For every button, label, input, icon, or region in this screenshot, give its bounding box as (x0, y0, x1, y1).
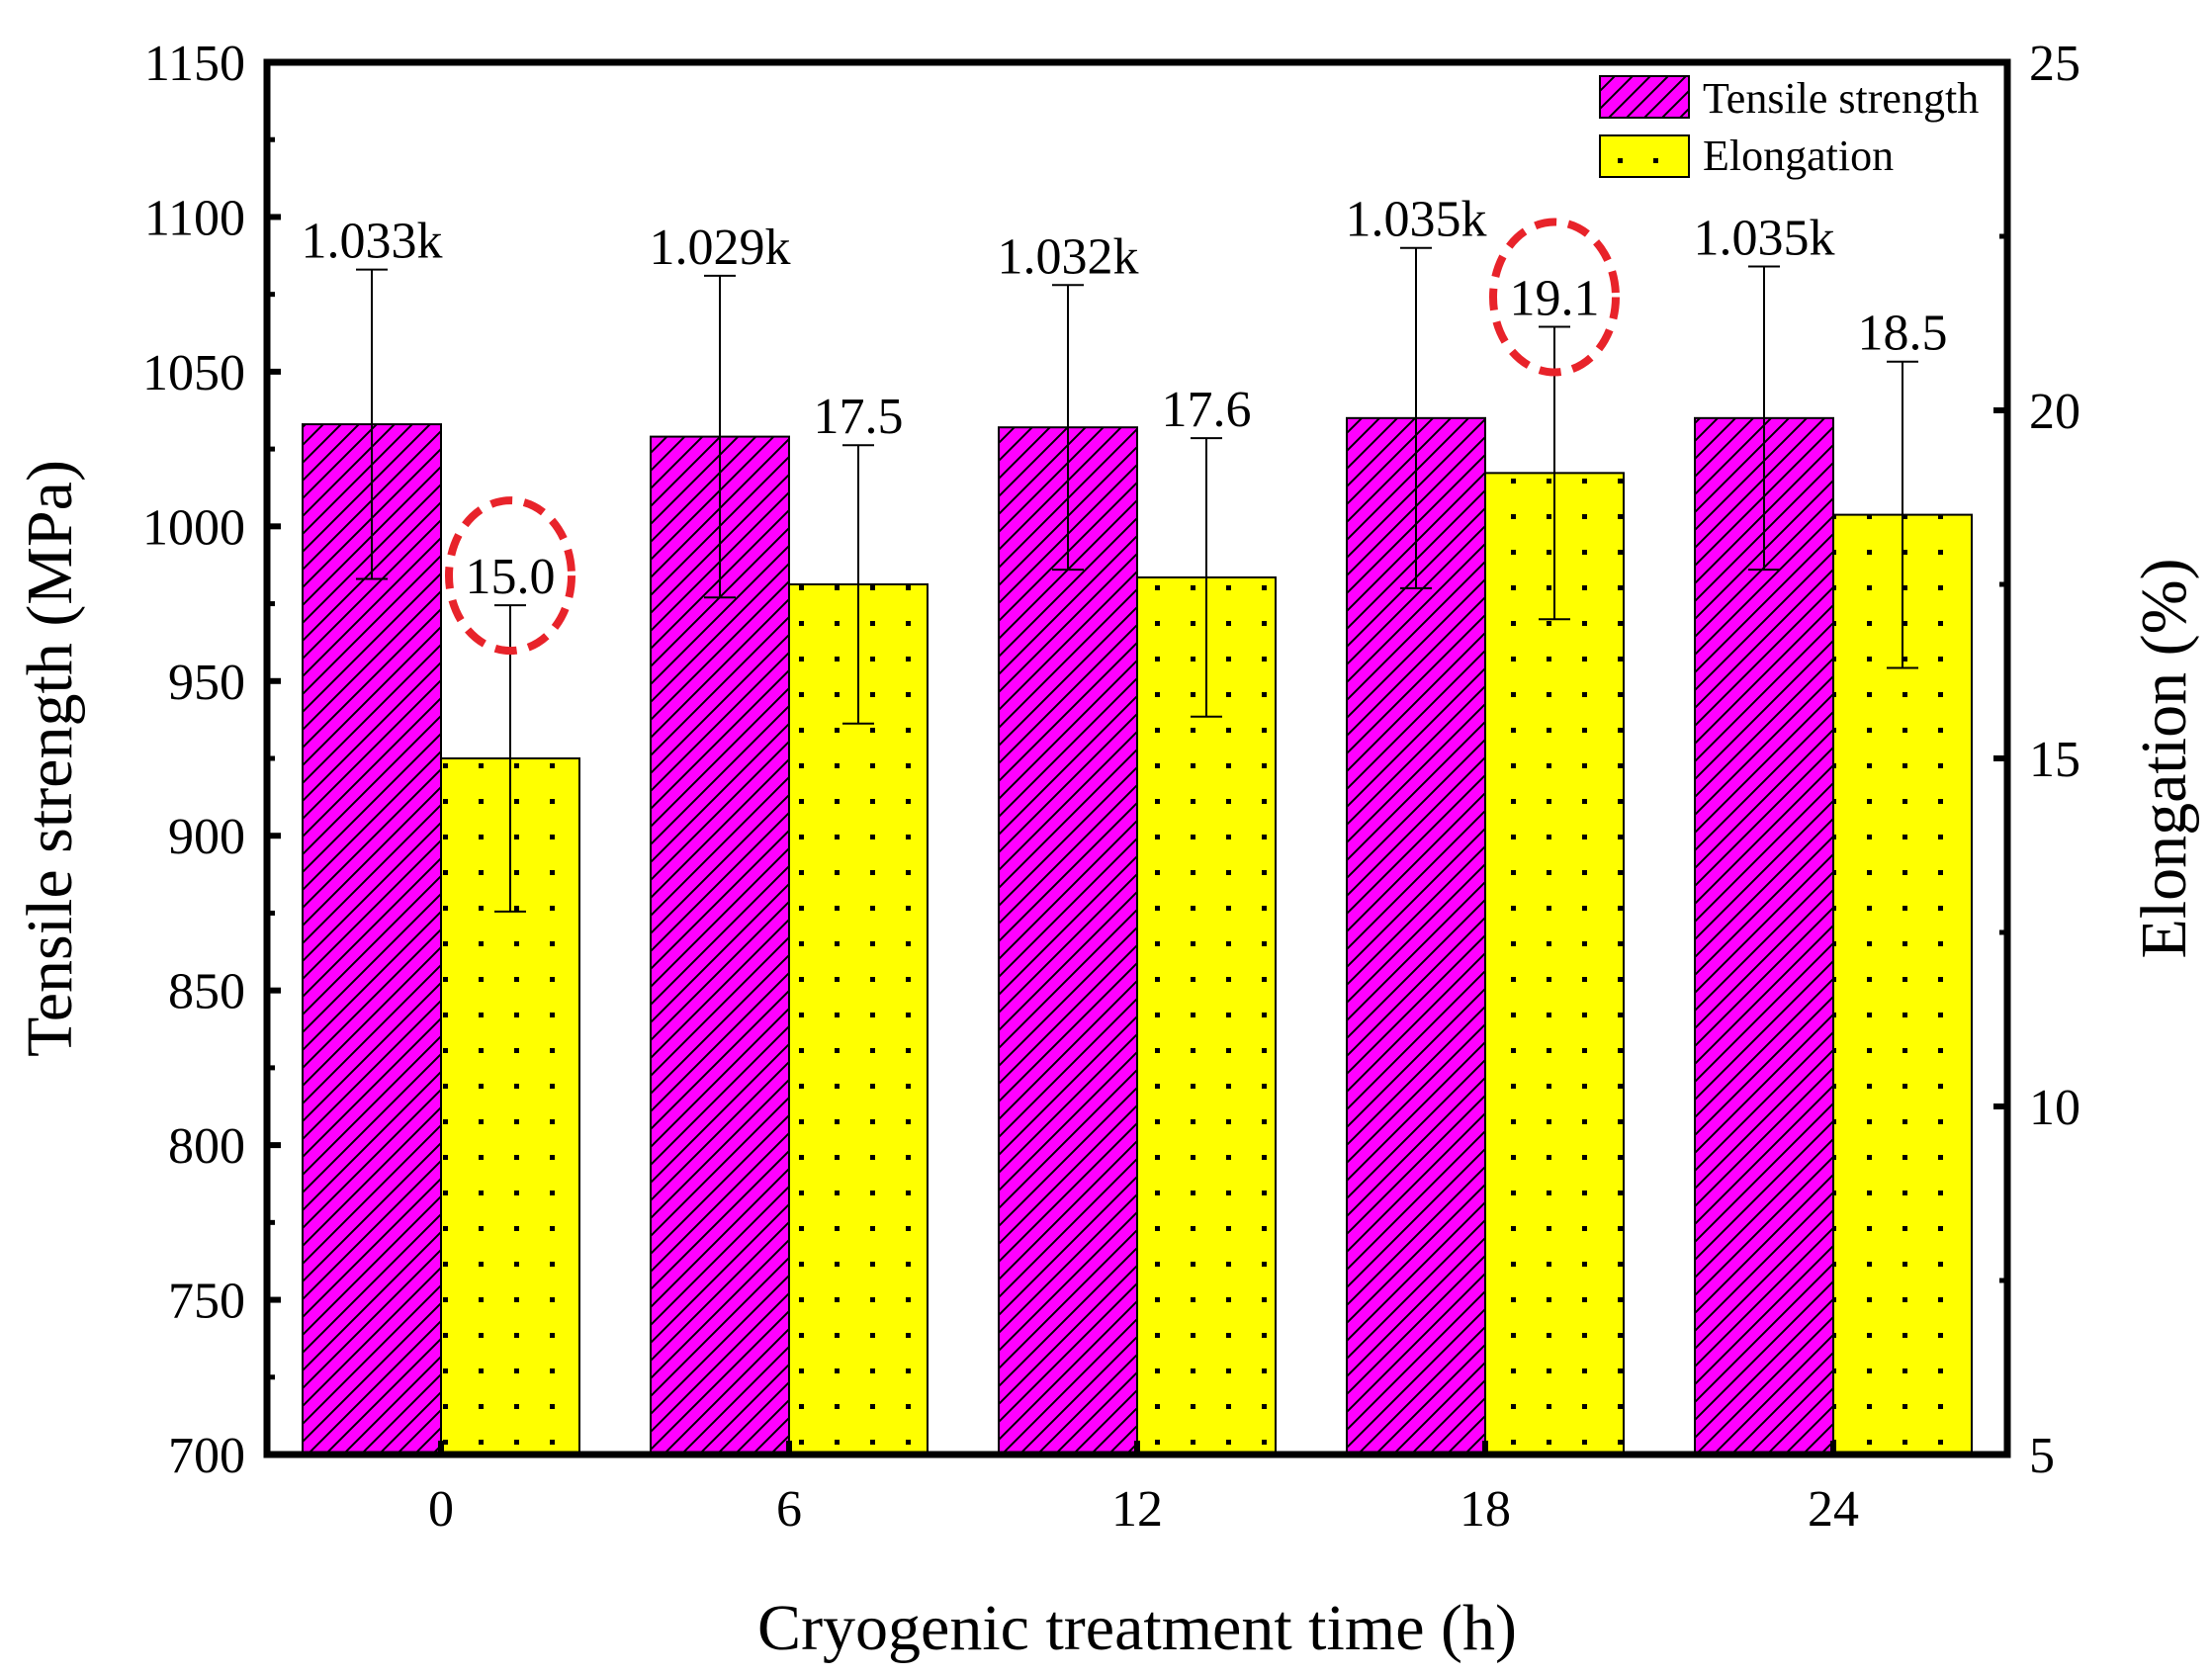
x-tick-label: 6 (776, 1481, 802, 1538)
data-label-elongation-12: 17.6 (1162, 382, 1252, 438)
data-label-tensile-strength-0: 1.033k (302, 214, 443, 270)
error-bar-tensile-strength-24 (1748, 265, 1780, 572)
y-tick-label: 900 (168, 809, 245, 865)
y2-tick-label: 20 (2029, 384, 2080, 440)
error-bar-elongation-0 (494, 604, 526, 913)
highlight-circle-elongation-0 (445, 496, 575, 656)
y-tick-label: 800 (168, 1118, 245, 1175)
y-tick-label: 950 (168, 655, 245, 711)
error-bar-tensile-strength-0 (356, 268, 388, 580)
bar-tensile-strength-24 (1694, 416, 1834, 1455)
data-label-tensile-strength-6: 1.029k (650, 220, 791, 276)
data-label-tensile-strength-24: 1.035k (1694, 211, 1835, 267)
legend: Tensile strength Elongation (1599, 74, 1979, 180)
legend-label-elongation: Elongation (1703, 132, 1894, 180)
y2-axis-title: Elongation (%) (2128, 558, 2200, 958)
data-label-tensile-strength-18: 1.035k (1346, 192, 1487, 248)
error-bar-elongation-12 (1191, 437, 1222, 718)
x-tick-label: 12 (1111, 1481, 1163, 1538)
bar-tensile-strength-6 (650, 435, 790, 1455)
bar-elongation-24 (1832, 513, 1973, 1455)
data-label-elongation-24: 18.5 (1858, 306, 1948, 362)
error-bar-elongation-6 (842, 444, 874, 725)
x-tick-label: 18 (1460, 1481, 1511, 1538)
error-bar-elongation-24 (1887, 360, 1918, 669)
y-tick-label: 1000 (142, 499, 245, 556)
data-label-elongation-0: 15.0 (466, 549, 556, 605)
highlight-circle-elongation-18 (1489, 218, 1620, 377)
x-tick-label: 24 (1808, 1481, 1859, 1538)
bar-elongation-6 (788, 583, 929, 1455)
y-tick-label: 850 (168, 964, 245, 1020)
data-label-tensile-strength-12: 1.032k (998, 228, 1139, 285)
error-bar-tensile-strength-12 (1052, 284, 1084, 572)
y-tick-label: 750 (168, 1274, 245, 1330)
bar-tensile-strength-0 (302, 423, 442, 1456)
y2-tick-label: 15 (2029, 732, 2080, 788)
legend-swatch-elongation (1599, 134, 1690, 178)
legend-swatch-tensile-strength (1599, 75, 1690, 119)
bar-tensile-strength-12 (998, 426, 1138, 1456)
error-bar-tensile-strength-18 (1400, 246, 1432, 589)
bar-elongation-18 (1484, 472, 1625, 1455)
data-label-elongation-6: 17.5 (814, 389, 904, 445)
y-tick-label: 700 (168, 1428, 245, 1484)
y2-tick-label: 5 (2029, 1428, 2055, 1484)
error-bar-tensile-strength-6 (704, 274, 736, 599)
y2-tick-label: 10 (2029, 1080, 2080, 1136)
y-tick-label: 1050 (142, 345, 245, 401)
y2-tick-label: 25 (2029, 36, 2080, 92)
x-axis-title: Cryogenic treatment time (h) (757, 1592, 1517, 1664)
data-label-elongation-18: 19.1 (1510, 271, 1600, 327)
y-axis-title: Tensile strength (MPa) (14, 460, 86, 1057)
legend-label-tensile-strength: Tensile strength (1703, 74, 1979, 123)
y-tick-label: 1100 (144, 190, 245, 246)
x-tick-label: 0 (428, 1481, 454, 1538)
y-tick-label: 1150 (144, 36, 245, 92)
